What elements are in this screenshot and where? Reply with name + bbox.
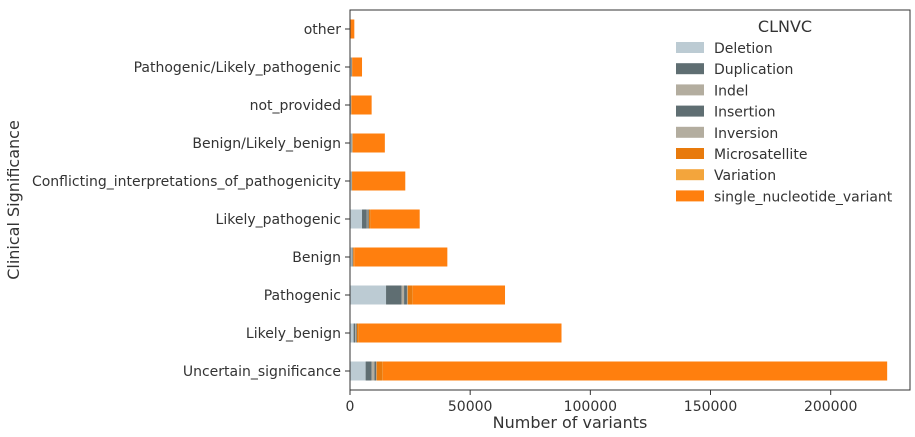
y-tick-label-benign-likely-benign: Benign/Likely_benign [192, 136, 341, 152]
bar-duplication-likely-benign [353, 323, 356, 343]
bar-microsatellite-benign [353, 247, 355, 267]
plot-frame [349, 9, 911, 391]
bar-indel-pathogenic [401, 285, 405, 305]
bar-duplication-uncertain-significance [365, 361, 372, 381]
legend-items: Deletion Duplication Indel Insertion Inversi… [676, 41, 893, 205]
legend-swatch-deletion [676, 42, 704, 53]
legend-swatch-duplication [676, 63, 704, 75]
bar-single-nucleotide-variant-likely-pathogenic [370, 209, 420, 229]
legend-label-single-nucleotide-variant: single_nucleotide_variant [714, 189, 893, 205]
bar-single-nucleotide-variant-not-provided [351, 95, 372, 115]
y-tick-label-likely-benign: Likely_benign [246, 326, 341, 342]
legend-swatch-insertion [676, 105, 704, 117]
legend-swatch-variation [676, 169, 704, 181]
bar-inversion-pathogenic [406, 285, 408, 305]
bar-insertion-likely-pathogenic [367, 209, 369, 229]
bar-deletion-uncertain-significance [350, 361, 366, 381]
bar-indel-uncertain-significance [371, 361, 375, 381]
bar-deletion-likely-benign [350, 323, 354, 343]
y-tick-label-likely-pathogenic: Likely_pathogenic [216, 212, 341, 228]
bar-microsatellite-likely-benign [356, 323, 359, 343]
y-axis-label: Clinical Significance [4, 120, 23, 280]
y-tick-label-uncertain-significance: Uncertain_significance [183, 364, 341, 380]
legend: CLNVC Deletion Duplication Indel Insertion I… [676, 17, 893, 205]
y-tick-label-benign: Benign [292, 250, 341, 266]
bar-single-nucleotide-variant-likely-benign [358, 323, 562, 343]
y-tick-label-pathogenic: Pathogenic [264, 288, 341, 304]
legend-swatch-single-nucleotide-variant [676, 190, 704, 202]
legend-swatch-inversion [676, 126, 704, 138]
bar-microsatellite-uncertain-significance [376, 361, 383, 381]
bar-insertion-likely-benign [355, 323, 357, 343]
x-tick-label-100000: 100000 [564, 399, 617, 415]
bar-deletion-benign [350, 247, 352, 267]
bar-microsatellite-likely-pathogenic [368, 209, 371, 229]
bar-insertion-uncertain-significance [374, 361, 377, 381]
x-axis-label: Number of variants [493, 413, 648, 432]
legend-label-microsatellite: Microsatellite [714, 147, 807, 163]
bar-deletion-pathogenic [350, 285, 387, 305]
y-axis: Uncertain_significance Likely_benign Patho… [32, 22, 350, 380]
bar-single-nucleotide-variant-benign [354, 247, 448, 267]
bar-single-nucleotide-variant-conflicting-interpretations-of-pathogenicity [352, 171, 406, 191]
x-tick-label-150000: 150000 [684, 399, 737, 415]
x-axis: 0 50000 100000 150000 200000 [346, 390, 857, 415]
bar-indel-likely-benign [355, 323, 356, 343]
bar-deletion-likely-pathogenic [350, 209, 363, 229]
x-tick-label-200000: 200000 [804, 399, 857, 415]
bar-duplication-benign [351, 247, 353, 267]
bar-deletion-conflicting-interpretations-of-pathogenicity [350, 171, 352, 191]
legend-title: CLNVC [758, 17, 812, 36]
legend-label-variation: Variation [714, 168, 776, 184]
bar-deletion-benign-likely-benign [350, 133, 352, 153]
x-tick-label-0: 0 [346, 399, 355, 415]
legend-label-inversion: Inversion [714, 126, 778, 142]
y-tick-label-conflicting-interpretations-of-pathogenicity: Conflicting_interpretations_of_pathogeni… [32, 174, 341, 190]
bar-single-nucleotide-variant-pathogenic [412, 285, 506, 305]
legend-swatch-microsatellite [676, 148, 704, 159]
bars-layer [350, 19, 888, 381]
y-tick-label-other: other [304, 22, 342, 38]
legend-label-insertion: Insertion [714, 105, 775, 121]
bar-single-nucleotide-variant-pathogenic-likely-pathogenic [352, 57, 363, 77]
bar-single-nucleotide-variant-benign-likely-benign [352, 133, 385, 153]
legend-swatch-indel [676, 84, 704, 96]
bar-single-nucleotide-variant-other [350, 19, 355, 39]
bar-insertion-pathogenic [404, 285, 407, 305]
y-tick-label-not-provided: not_provided [250, 98, 341, 114]
legend-label-indel: Indel [714, 83, 748, 99]
y-tick-label-pathogenic-likely-pathogenic: Pathogenic/Likely_pathogenic [134, 60, 341, 76]
bar-indel-likely-pathogenic [366, 209, 368, 229]
bar-single-nucleotide-variant-uncertain-significance [382, 361, 888, 381]
legend-label-duplication: Duplication [714, 62, 793, 78]
x-tick-label-50000: 50000 [448, 399, 493, 415]
legend-label-deletion: Deletion [714, 41, 773, 57]
bar-duplication-likely-pathogenic [362, 209, 367, 229]
bar-microsatellite-pathogenic [407, 285, 413, 305]
bar-duplication-pathogenic [386, 285, 402, 305]
